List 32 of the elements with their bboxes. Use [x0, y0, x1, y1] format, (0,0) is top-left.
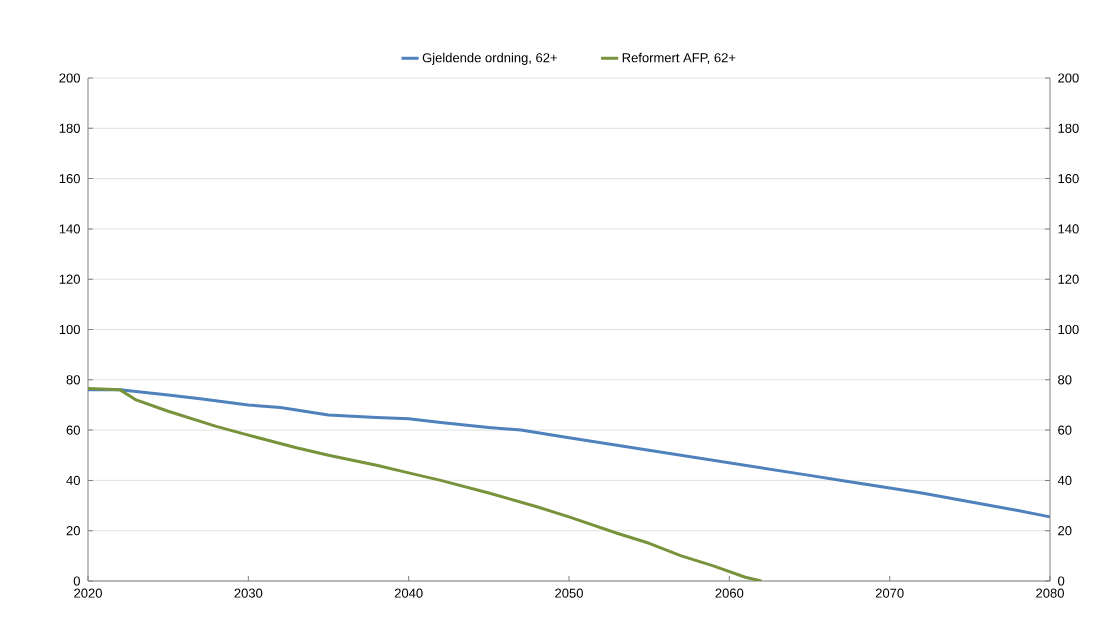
- y-tick-label: 140: [59, 224, 80, 234]
- y2-tick-label: 160: [1058, 173, 1079, 184]
- x-tick-label: 2050: [555, 588, 583, 598]
- y-tick-label: 180: [59, 123, 80, 133]
- y2-tick-label: 100: [1058, 324, 1079, 335]
- y2-tick-label: 20: [1058, 526, 1072, 536]
- y2-tick-label: 120: [1058, 274, 1079, 284]
- x-tick-label: 2060: [715, 588, 744, 598]
- y-tick-label: 160: [59, 173, 80, 184]
- y2-tick-label: 140: [1058, 224, 1079, 234]
- y-tick-label: 120: [59, 274, 80, 284]
- x-tick-label: 2080: [1036, 588, 1064, 598]
- y2-tick-label: 40: [1057, 475, 1072, 485]
- y-tick-label: 60: [66, 425, 80, 435]
- x-tick-label: 2030: [234, 588, 263, 598]
- y2-tick-label: 180: [1058, 123, 1079, 133]
- y2-tick-label: 200: [1058, 73, 1079, 83]
- y-tick-label: 20: [66, 526, 80, 536]
- legend-label: Reformert AFP, 62+: [622, 52, 736, 64]
- x-tick-label: 2070: [875, 588, 904, 598]
- y2-tick-label: 0: [1058, 576, 1065, 586]
- x-tick-label: 2020: [74, 588, 102, 598]
- x-tick-label: 2040: [394, 588, 423, 598]
- y2-tick-label: 60: [1058, 425, 1072, 435]
- y-tick-label: 200: [59, 73, 80, 83]
- y-tick-label: 0: [73, 576, 80, 586]
- y-tick-label: 100: [59, 324, 80, 335]
- y-tick-label: 80: [66, 375, 80, 385]
- legend-label: Gjeldende ordning, 62+: [422, 52, 557, 65]
- line-series: [88, 387, 763, 581]
- y2-tick-label: 80: [1058, 375, 1072, 385]
- y-tick-label: 40: [66, 475, 80, 485]
